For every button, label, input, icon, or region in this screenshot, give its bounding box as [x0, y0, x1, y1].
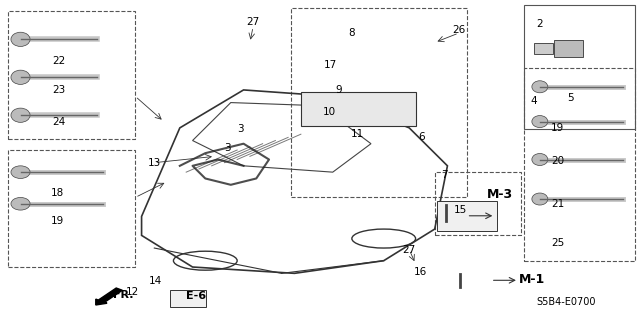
Text: M-1: M-1: [519, 273, 545, 286]
Text: 23: 23: [52, 85, 65, 95]
Text: 21: 21: [551, 199, 564, 209]
Text: 5: 5: [567, 93, 573, 103]
Ellipse shape: [11, 197, 30, 210]
Text: 15: 15: [454, 205, 467, 215]
Text: 25: 25: [551, 238, 564, 248]
Text: 7: 7: [441, 170, 447, 180]
Ellipse shape: [532, 81, 548, 93]
FancyBboxPatch shape: [534, 43, 552, 54]
Text: 13: 13: [148, 158, 161, 168]
Ellipse shape: [11, 70, 30, 85]
Text: 22: 22: [52, 56, 65, 66]
Text: 9: 9: [336, 85, 342, 95]
Text: S5B4-E0700: S5B4-E0700: [537, 297, 596, 307]
Text: 17: 17: [324, 60, 337, 70]
Text: 4: 4: [530, 96, 537, 106]
FancyArrow shape: [96, 288, 122, 305]
Text: 10: 10: [323, 107, 336, 117]
Text: E-6: E-6: [186, 291, 206, 301]
Text: 2: 2: [536, 19, 543, 28]
Text: 27: 27: [246, 17, 260, 27]
Text: 19: 19: [551, 123, 564, 133]
Text: 6: 6: [419, 132, 425, 142]
FancyBboxPatch shape: [170, 290, 206, 308]
Ellipse shape: [532, 153, 548, 166]
Ellipse shape: [532, 193, 548, 205]
Ellipse shape: [11, 108, 30, 122]
Text: 8: 8: [349, 28, 355, 38]
Text: 3: 3: [237, 124, 244, 135]
Text: 24: 24: [52, 116, 65, 127]
FancyBboxPatch shape: [554, 40, 582, 57]
Text: FR.: FR.: [113, 290, 133, 300]
Ellipse shape: [11, 32, 30, 47]
Text: 19: 19: [51, 216, 64, 226]
Ellipse shape: [532, 115, 548, 128]
Text: M-3: M-3: [487, 188, 513, 201]
Text: 27: 27: [403, 245, 416, 255]
Text: 12: 12: [125, 287, 139, 297]
FancyBboxPatch shape: [301, 92, 415, 126]
Text: 18: 18: [51, 188, 64, 198]
Text: 26: 26: [452, 25, 465, 35]
Text: 3: 3: [224, 144, 231, 153]
Text: 16: 16: [414, 267, 428, 277]
Text: 14: 14: [149, 276, 162, 286]
Text: 20: 20: [551, 156, 564, 166]
FancyBboxPatch shape: [436, 201, 497, 231]
Text: 11: 11: [350, 129, 364, 139]
Ellipse shape: [11, 166, 30, 178]
